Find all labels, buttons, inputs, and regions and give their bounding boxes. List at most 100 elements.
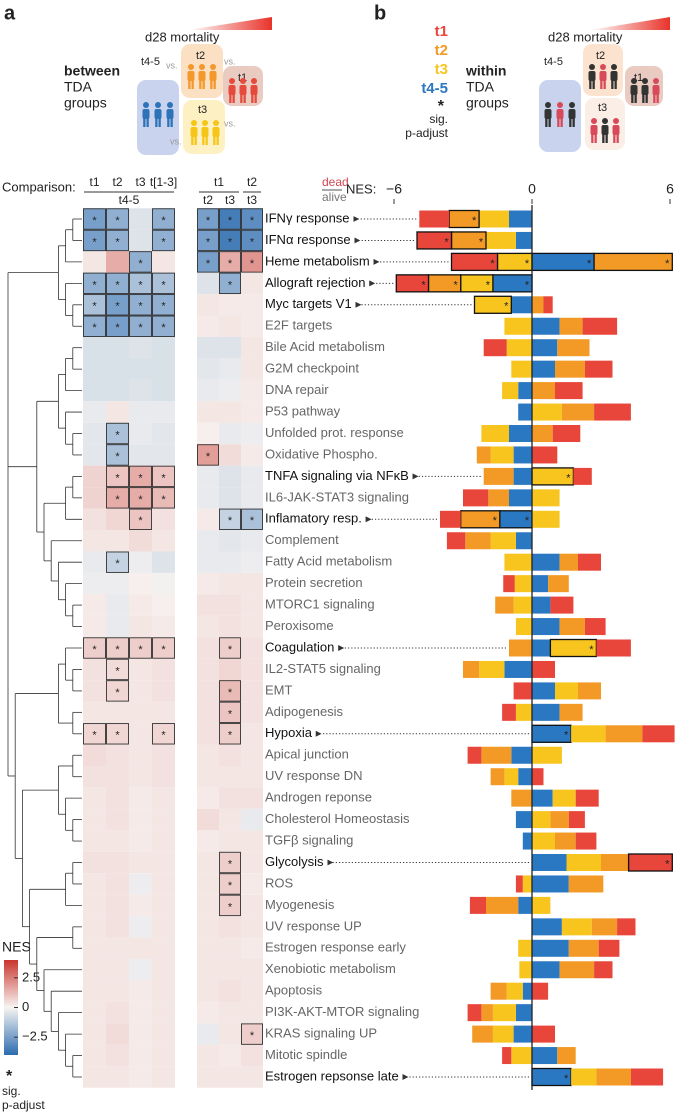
bar <box>555 360 585 378</box>
heatmap-cell <box>83 959 106 981</box>
heatmap-cell <box>83 229 106 252</box>
row-label: Myc targets V1 <box>265 296 352 311</box>
bar <box>465 532 491 550</box>
heatmap-cell <box>83 615 106 638</box>
person-icon <box>191 136 194 145</box>
bar <box>617 918 636 936</box>
sig-symbol: * <box>115 429 120 441</box>
bar <box>573 467 592 485</box>
sig-symbol: * <box>161 730 166 742</box>
bar <box>594 403 631 421</box>
vs-label: vs. <box>224 56 236 66</box>
heatmap-cell <box>129 422 152 445</box>
mortality-wedge <box>590 17 670 30</box>
heatmap-cell <box>197 487 219 509</box>
heatmap-cell <box>83 401 106 423</box>
heatmap-cell <box>106 894 129 917</box>
heatmap-cell <box>129 744 152 766</box>
bar <box>642 725 675 743</box>
sig-symbol: * <box>250 236 255 248</box>
heatmap-cell <box>197 358 219 380</box>
person-icon <box>229 78 235 84</box>
heatmap-cell <box>219 1044 241 1067</box>
sig-box <box>241 508 263 530</box>
illustration-title: TDA <box>64 79 93 95</box>
heatmap-cell <box>219 379 241 402</box>
sig-symbol: * <box>206 215 211 227</box>
illustration-title: between <box>64 63 120 79</box>
heatmap-cell <box>152 615 175 638</box>
heatmap-cell <box>152 1044 175 1067</box>
bar <box>395 274 430 293</box>
sig-symbol: * <box>564 1073 569 1085</box>
heatmap-cell <box>129 508 152 531</box>
bar <box>519 961 532 979</box>
column-label: t3 <box>247 193 257 207</box>
bar <box>448 209 480 229</box>
bar <box>515 532 532 550</box>
sig-box <box>106 723 129 745</box>
heatmap-cell <box>83 765 106 788</box>
heatmap-cell <box>219 894 241 917</box>
sig-box <box>241 229 263 252</box>
heatmap-cell <box>197 937 219 960</box>
person-icon <box>188 64 194 70</box>
heatmap-cell <box>129 723 152 745</box>
bar <box>492 1025 514 1043</box>
sig-symbol: * <box>564 730 569 742</box>
bar <box>522 875 532 893</box>
heatmap-cell <box>106 1023 129 1045</box>
sig-box <box>106 422 129 445</box>
heatmap-cell <box>129 551 152 573</box>
heatmap-cell <box>129 594 152 616</box>
heatmap-cell <box>241 379 263 402</box>
person-icon <box>199 64 205 70</box>
row-label: Fatty Acid metabolism <box>265 554 392 569</box>
bar <box>532 896 551 914</box>
heatmap-cell <box>197 208 219 230</box>
heatmap-cell <box>241 401 263 423</box>
bar <box>513 682 532 700</box>
sig-box <box>83 637 106 659</box>
heatmap-cell <box>152 916 175 938</box>
sig-box <box>129 637 152 659</box>
person-icon <box>202 120 208 126</box>
sig-box <box>106 551 129 573</box>
sig-box <box>219 272 241 295</box>
sig-symbol: * <box>421 279 426 291</box>
heatmap-cell <box>241 208 263 230</box>
heatmap-cell <box>129 615 152 638</box>
heatmap-cell <box>152 1066 175 1088</box>
heatmap-cell <box>219 937 241 960</box>
sig-box <box>83 723 106 745</box>
heatmap-cell <box>219 851 241 874</box>
row-label: MTORC1 signaling <box>265 597 375 612</box>
sig-symbol: * <box>138 301 143 313</box>
sig-symbol: * <box>115 215 120 227</box>
row-label: TNFA signaling via NFκB <box>265 468 409 483</box>
heatmap-cell <box>129 487 152 509</box>
sig-symbol: * <box>115 687 120 699</box>
heatmap-cell <box>129 294 152 316</box>
group-label: t1 <box>634 72 643 84</box>
person-icon <box>198 71 206 81</box>
heatmap-cell <box>219 830 241 852</box>
bar <box>476 446 491 464</box>
heatmap-cell <box>197 637 219 659</box>
sig-symbol: * <box>438 98 445 115</box>
row-label: G2M checkpoint <box>265 361 359 376</box>
heatmap-cell <box>129 787 152 809</box>
person-icon <box>210 64 216 70</box>
bar <box>630 1068 664 1086</box>
sig-symbol: * <box>228 215 233 227</box>
heatmap-cell <box>129 680 152 702</box>
person-icon <box>548 118 551 127</box>
person-icon <box>166 109 174 119</box>
bar <box>596 1068 631 1086</box>
bar <box>515 618 532 636</box>
bar <box>584 618 606 636</box>
heatmap-cell <box>241 358 263 380</box>
bar <box>566 854 601 871</box>
bar <box>504 660 532 678</box>
heatmap-cell <box>152 959 175 981</box>
